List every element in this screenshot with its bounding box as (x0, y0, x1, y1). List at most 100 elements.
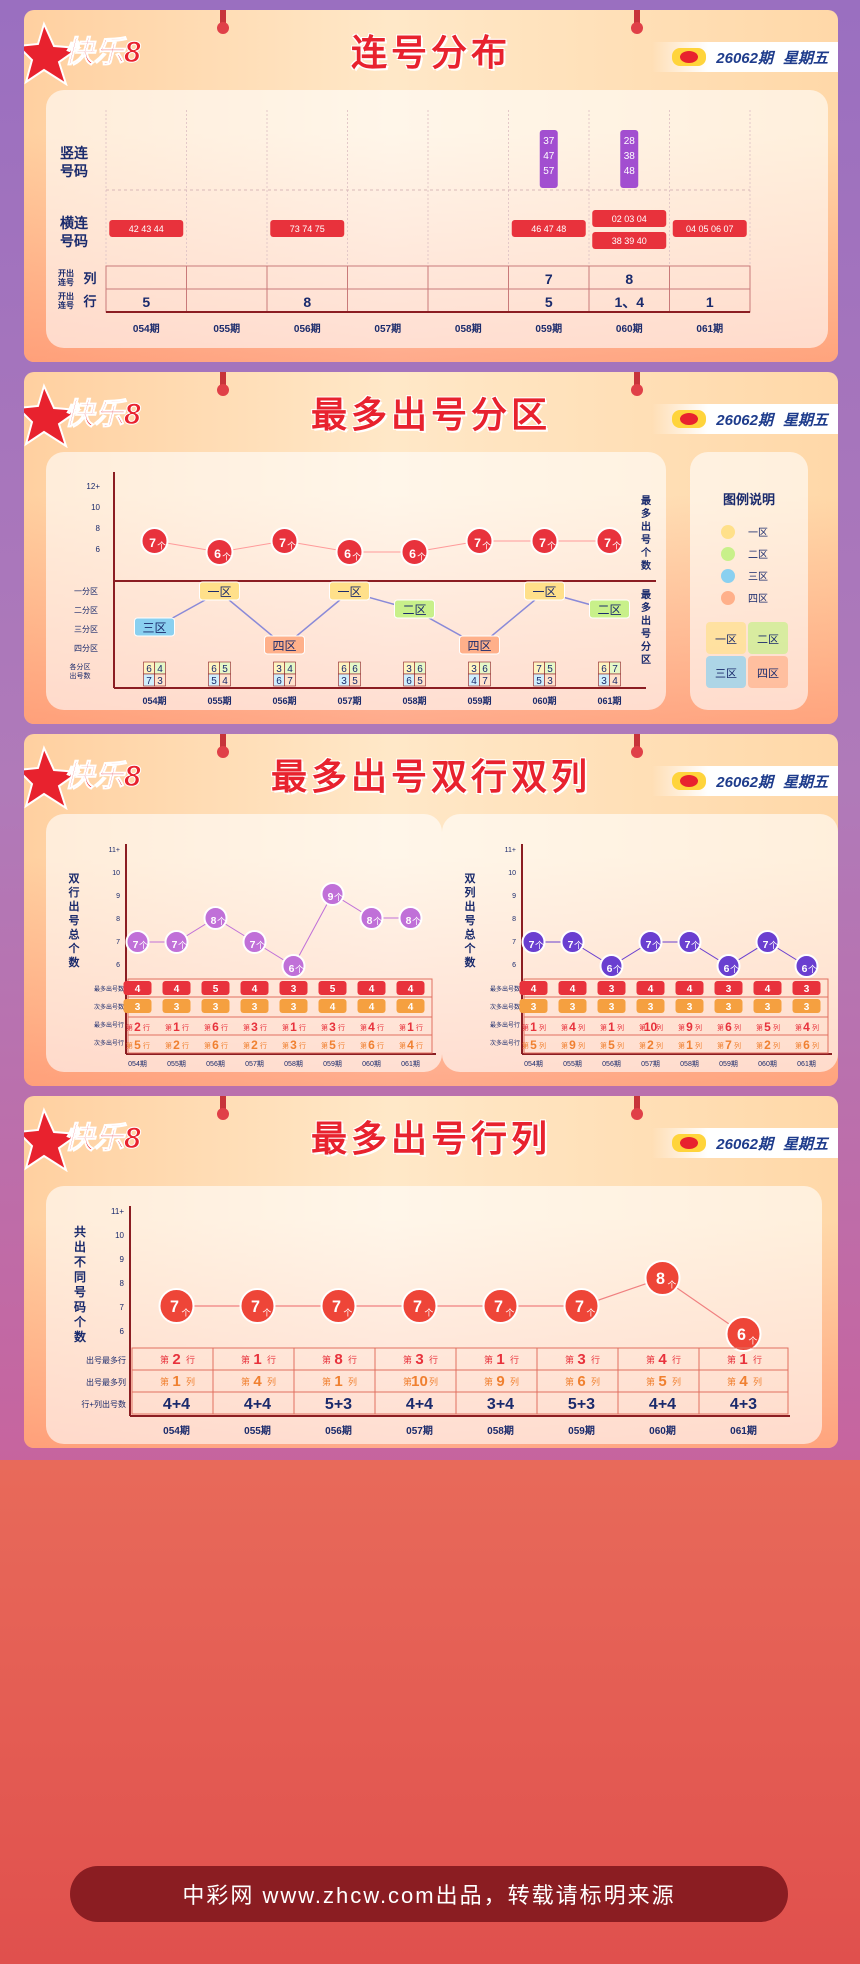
zone-badge (394, 599, 435, 619)
position-unit: 列 (656, 1041, 663, 1050)
prefix: 第 (204, 1041, 211, 1050)
position-unit: 行 (299, 1041, 306, 1050)
max-position: 1 (530, 1020, 537, 1034)
label-row: 开出 (58, 291, 74, 301)
period-label: 059期 (568, 1424, 595, 1437)
second-position: 9 (569, 1038, 576, 1052)
period-label: 059期 (323, 1060, 342, 1068)
total-point-ball (599, 954, 624, 978)
row-value: 1、4 (614, 294, 644, 310)
second-num: 3 (804, 1002, 810, 1013)
y-tick: 10 (115, 1231, 124, 1240)
second-position: 6 (368, 1038, 375, 1052)
prefix: 第 (484, 1354, 493, 1365)
prefix: 第 (403, 1354, 412, 1365)
max-num-cell (597, 981, 626, 995)
second-num-cell (519, 999, 548, 1013)
zone-count: 7 (482, 676, 488, 687)
period-label: 058期 (402, 695, 426, 706)
zone-count: 5 (352, 676, 358, 687)
second-position: 2 (173, 1038, 180, 1052)
prefix: 第 (561, 1041, 568, 1050)
zone-badge-label: 二区 (402, 603, 426, 617)
zone-count: 6 (146, 664, 152, 675)
position-unit: 行 (221, 1023, 228, 1032)
count-point-unit: 个 (157, 541, 166, 551)
total-point-value: 7 (646, 940, 652, 951)
position-unit: 行 (416, 1041, 423, 1050)
issue-badge: 26062期 星期五 (652, 766, 838, 796)
period-label: 057期 (245, 1060, 264, 1068)
col-value: 7 (545, 271, 553, 287)
zone-badge (524, 581, 565, 601)
issue-badge: 26062期 星期五 (652, 42, 838, 72)
second-num: 3 (570, 1002, 576, 1013)
zone-count-cell (479, 673, 491, 687)
horizontal-run-number: 73 74 75 (290, 224, 325, 234)
max-num-cell (519, 981, 548, 995)
total-point-ball (164, 930, 189, 954)
prefix: 第 (639, 1023, 646, 1032)
zone-count: 6 (341, 664, 347, 675)
total-point-unit: 个 (652, 941, 661, 951)
second-num-cell (792, 999, 821, 1013)
section-zones: 快乐8 最多出号分区 26062期 星期五 12+ 10 8 6 一分区 二分区 三分区 四分区… (24, 372, 838, 724)
prefix: 第 (322, 1354, 331, 1365)
prefix: 第 (600, 1041, 607, 1050)
horizontal-run (672, 220, 747, 237)
logo-icon: 快乐8 (24, 745, 141, 810)
second-num-cell (753, 999, 782, 1013)
y-axis-label: 数 (69, 955, 81, 969)
position-unit: 行 (299, 1023, 306, 1032)
row-unit: 行 (510, 1354, 519, 1365)
vertical-run (620, 130, 639, 188)
position-unit: 行 (182, 1023, 189, 1032)
period-label: 055期 (207, 695, 231, 706)
svg-text:快乐8: 快乐8 (64, 36, 141, 69)
zone-count: 3 (406, 664, 412, 675)
total-point-ball (281, 954, 306, 978)
period-label: 059期 (719, 1060, 738, 1068)
second-position: 4 (407, 1038, 414, 1052)
col-value: 8 (625, 271, 633, 287)
y-axis-label: 数 (74, 1329, 87, 1344)
row-value: 1 (706, 294, 714, 310)
max-row: 2 (172, 1351, 180, 1368)
max-row: 1 (496, 1351, 504, 1368)
label-row: 连号 (58, 300, 74, 310)
position-unit: 列 (539, 1023, 546, 1032)
second-position: 2 (251, 1038, 258, 1052)
prefix: 第 (646, 1376, 655, 1387)
zone-count: 4 (222, 676, 228, 687)
position-unit: 行 (338, 1041, 345, 1050)
row-label: 次多出号行 (94, 1039, 124, 1047)
total-point-unit: 个 (613, 965, 622, 975)
y-tick: 7 (120, 1303, 125, 1312)
prefix: 第 (126, 1023, 133, 1032)
horizontal-run-number: 02 03 04 (612, 214, 647, 224)
second-num-cell (597, 999, 626, 1013)
label-horizontal: 横连 (60, 215, 89, 231)
legend-swatch (721, 547, 735, 561)
second-num-cell (162, 999, 191, 1013)
total-point-unit: 个 (769, 941, 778, 951)
period-label: 055期 (213, 322, 240, 335)
count-point-ball (595, 527, 624, 555)
max-num: 3 (609, 984, 615, 995)
prefix: 第 (727, 1354, 736, 1365)
prefix: 第 (756, 1041, 763, 1050)
second-num: 4 (330, 1002, 336, 1013)
total-point-ball (158, 1288, 195, 1324)
count-point-value: 6 (214, 547, 221, 561)
total-point-value: 6 (724, 964, 730, 975)
vertical-run-number: 57 (543, 166, 555, 177)
second-position: 5 (608, 1038, 615, 1052)
y-axis-label: 号 (69, 914, 80, 927)
period-label: 056期 (206, 1060, 225, 1068)
second-num-cell (714, 999, 743, 1013)
row-unit: 行 (672, 1354, 681, 1365)
position-unit: 行 (260, 1023, 267, 1032)
max-num: 4 (687, 984, 693, 995)
